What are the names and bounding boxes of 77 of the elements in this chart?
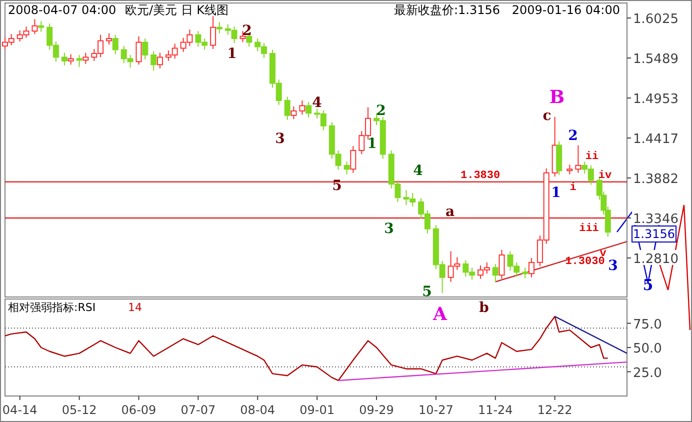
candlestick	[32, 18, 38, 35]
annotation: iii	[579, 223, 600, 235]
x-tick-label: 12-22	[537, 403, 572, 417]
annotation: 2009-01-16 04:00	[512, 3, 620, 17]
candlestick	[306, 101, 312, 118]
candlestick	[350, 146, 356, 174]
annotation: iv	[598, 170, 612, 182]
candlestick	[299, 100, 306, 116]
annotation: b	[479, 300, 490, 316]
candlestick	[82, 52, 89, 64]
annotation: a	[445, 204, 455, 220]
x-tick-label: 07-07	[180, 403, 216, 417]
x-tick-label: 04-14	[2, 403, 38, 417]
annotation: 1.3030	[565, 256, 605, 268]
candlestick	[106, 32, 112, 45]
y-tick-label: 75.0	[633, 317, 662, 332]
candlestick	[210, 16, 216, 50]
x-tick-label: 05-12	[62, 403, 97, 417]
candlestick	[156, 52, 163, 69]
annotation: i	[570, 182, 577, 194]
annotation: 2008-04-07 04:00	[8, 3, 116, 17]
candlestick	[112, 34, 118, 55]
annotation: B	[549, 87, 565, 108]
annotation: 3	[384, 221, 394, 237]
candlestick	[498, 249, 505, 280]
annotation: 1	[367, 136, 377, 152]
candlestick	[150, 50, 157, 72]
candlestick	[68, 54, 74, 66]
annotation: 1	[551, 185, 561, 201]
candlestick	[284, 96, 290, 120]
y-tick-label: 1.6025	[633, 12, 678, 27]
annotation: 4	[413, 163, 424, 179]
x-tick-label: 11-24	[478, 403, 513, 417]
candlestick	[522, 267, 528, 279]
annotation: 2	[568, 128, 578, 144]
y-tick-label: 1.2810	[633, 252, 678, 267]
x-tick-label: 09-29	[359, 403, 394, 417]
annotation: 5	[422, 284, 432, 300]
y-tick-label: 1.3346	[633, 212, 678, 227]
annotation: 最新收盘价:1.3156	[394, 3, 500, 17]
candlestick	[566, 164, 573, 175]
chart-subtitle: 14	[128, 301, 142, 314]
chart-title: 相对强弱指标:RSI	[8, 301, 96, 314]
annotation: 3	[608, 258, 618, 274]
candlestick	[528, 257, 534, 278]
chart-title: 欧元/美元 日 K线图	[125, 3, 229, 17]
candlestick	[136, 36, 142, 66]
candlestick	[76, 54, 82, 68]
y-tick-label: 1.4953	[633, 92, 678, 108]
x-tick-label: 08-04	[240, 403, 276, 417]
ref-line-label: 1.3830	[460, 170, 500, 182]
y-tick-label: 50.0	[633, 342, 662, 356]
candlestick	[38, 20, 44, 32]
annotation: c	[542, 108, 552, 124]
text: 1.3156	[633, 227, 675, 241]
x-tick-label: 10-27	[418, 403, 454, 417]
annotation: ii	[585, 151, 599, 163]
annotation: 2	[242, 23, 252, 39]
candlestick	[142, 38, 148, 60]
candlestick	[216, 22, 222, 34]
y-tick-label: 1.4417	[633, 132, 678, 148]
annotation: 2	[376, 103, 386, 119]
y-tick-label: 1.3882	[633, 172, 678, 187]
candlestick	[61, 52, 68, 66]
candlestick	[290, 106, 297, 120]
y-tick-label: 1.5489	[633, 52, 678, 68]
annotation: 3	[275, 131, 285, 147]
candlestick	[492, 263, 498, 282]
y-tick-label: 25.0	[633, 366, 662, 381]
annotation: A	[432, 304, 448, 325]
annotation: 4	[312, 95, 322, 111]
annotation: 1	[227, 46, 237, 62]
candlestick	[344, 161, 350, 175]
x-tick-label: 09-01	[300, 403, 334, 417]
x-tick-label: 06-09	[121, 403, 156, 417]
candlestick	[575, 144, 582, 174]
annotation: 5	[332, 178, 342, 194]
